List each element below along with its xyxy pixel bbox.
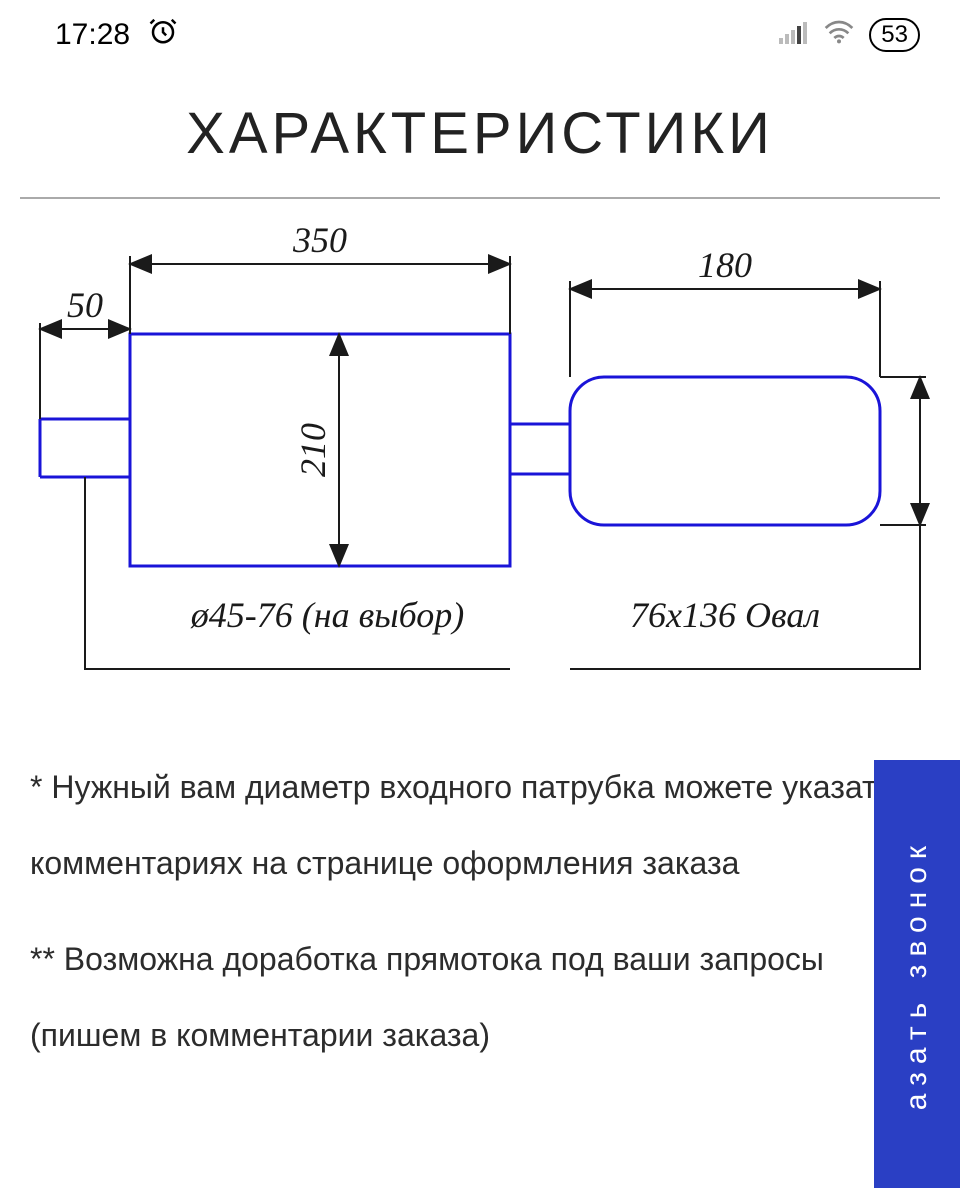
title-divider	[20, 197, 940, 199]
signal-icon	[779, 18, 809, 52]
callback-button[interactable]: азать звонок	[874, 760, 960, 1188]
page-title: ХАРАКТЕРИСТИКИ	[0, 100, 960, 167]
note-1: * Нужный вам диаметр входного патрубка м…	[30, 749, 930, 901]
description-text: * Нужный вам диаметр входного патрубка м…	[0, 749, 960, 1073]
svg-text:50: 50	[67, 285, 103, 325]
status-bar: 17:28 53	[0, 0, 960, 60]
alarm-icon	[148, 16, 178, 54]
svg-text:350: 350	[292, 220, 347, 260]
battery-indicator: 53	[869, 18, 920, 52]
svg-text:ø45-76 (на выбор): ø45-76 (на выбор)	[190, 595, 464, 635]
status-left: 17:28	[55, 16, 178, 54]
technical-diagram: 350 180 50 210 ø45-76 (на выбор) 76x136 Овал	[20, 209, 940, 719]
svg-text:180: 180	[698, 245, 752, 285]
svg-text:210: 210	[293, 423, 333, 477]
status-time: 17:28	[55, 18, 130, 52]
callback-label: азать звонок	[900, 838, 934, 1110]
note-2: ** Возможна доработка прямотока под ваши…	[30, 921, 930, 1073]
wifi-icon	[823, 18, 855, 52]
status-right: 53	[779, 18, 920, 52]
svg-text:76x136 Овал: 76x136 Овал	[630, 595, 820, 635]
